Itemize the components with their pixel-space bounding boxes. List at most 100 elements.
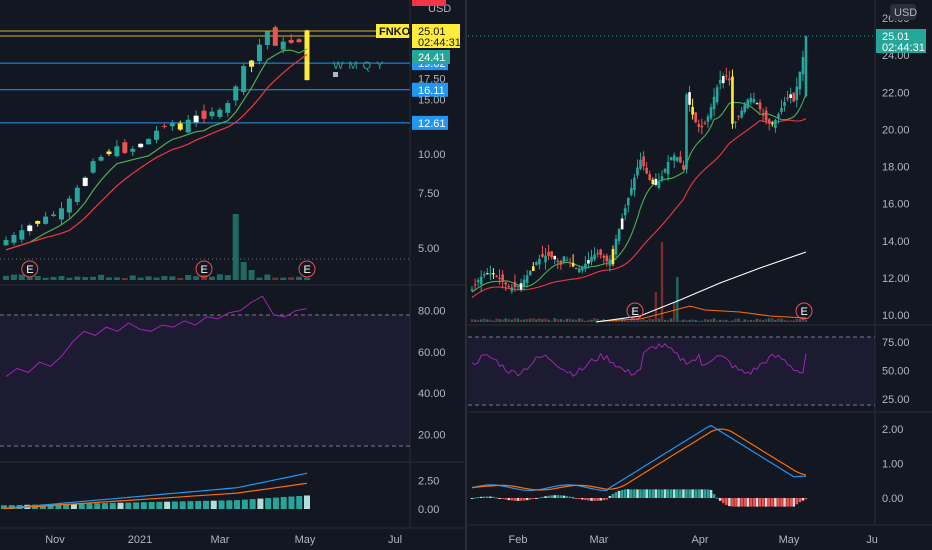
left-candles[interactable] (3, 25, 310, 246)
right-price-tick: 24.00 (882, 50, 910, 62)
macd-histogram-bar (249, 499, 256, 509)
macd-histogram-bar (786, 498, 789, 507)
macd-histogram-bar (774, 498, 777, 507)
volume-bar (10, 274, 17, 280)
macd-histogram-bar (140, 502, 147, 509)
macd-histogram-bar (623, 489, 627, 498)
volume-bar (777, 318, 780, 322)
candle-body (758, 102, 762, 110)
left-time-ticks: Nov 2021 Mar May Jul (45, 534, 402, 546)
candle-body (691, 106, 694, 115)
left-rsi-tick: 80.00 (418, 306, 446, 318)
macd-histogram-bar (731, 498, 734, 507)
candle-body (146, 138, 152, 145)
macd-histogram-bar (148, 502, 155, 509)
macd-histogram-bar (685, 489, 688, 498)
symbol-badge[interactable] (376, 24, 409, 38)
macd-histogram-bar (602, 498, 606, 501)
volume-bar (703, 318, 707, 322)
macd-histogram-bar (489, 496, 492, 498)
candle-body (525, 275, 529, 283)
candle-body (608, 259, 612, 266)
macd-histogram-bar (8, 505, 15, 509)
candle-body (654, 178, 658, 185)
macd-histogram-bar (630, 489, 633, 498)
candle-body (577, 268, 581, 273)
candle-body (725, 75, 728, 77)
candle-body (201, 110, 207, 119)
macd-histogram-bar (547, 495, 550, 498)
candle-body (718, 79, 722, 84)
macd-histogram-bar (544, 496, 547, 498)
right-price-tick: 18.00 (882, 162, 910, 174)
macd-histogram-bar (715, 497, 719, 499)
volume-bar (691, 319, 694, 322)
volume-bar (682, 319, 685, 322)
right-time-tick: Feb (509, 534, 528, 546)
macd-histogram-bar (203, 500, 209, 509)
volume-bar (752, 320, 756, 322)
timeframe-legend[interactable]: W M Q Y (333, 60, 384, 72)
macd-histogram-bar (611, 493, 615, 498)
left-last-price-badge (412, 24, 460, 48)
volume-bar (614, 320, 618, 322)
volume-bar (185, 274, 192, 280)
volume-bar (562, 319, 566, 322)
timeframe-indicator-icon (333, 72, 338, 77)
volume-bar (153, 277, 160, 280)
macd-histogram-bar (752, 498, 756, 507)
candle-body (605, 255, 609, 262)
macd-histogram-bar (605, 498, 609, 500)
volume-bar (473, 319, 477, 322)
macd-histogram-bar (639, 489, 642, 498)
volume-bar (501, 319, 504, 322)
volume-bar (532, 318, 535, 322)
macd-histogram-bar (764, 498, 768, 507)
candle-body (737, 116, 740, 118)
candle-body (553, 255, 557, 260)
candle-body (666, 162, 670, 175)
macd-histogram-bar (55, 504, 62, 509)
volume-bar (489, 319, 492, 322)
candle-body (51, 214, 57, 216)
macd-histogram-bar (272, 497, 279, 509)
right-macd (470, 424, 808, 507)
macd-histogram-bar (507, 498, 511, 501)
macd-line (3, 472, 308, 509)
volume-bar (296, 276, 303, 280)
candle-body (587, 260, 590, 264)
macd-histogram-bar (241, 499, 248, 509)
right-time-tick: May (779, 534, 800, 546)
right-currency-badge[interactable] (890, 4, 916, 20)
candle-body (663, 168, 667, 173)
volume-bar (525, 318, 529, 322)
macd-histogram-bar (608, 495, 612, 498)
candle-body (550, 251, 553, 258)
volume-bar (208, 276, 215, 280)
volume-bar (495, 318, 498, 322)
right-rsi-tick: 25.00 (882, 394, 910, 406)
volume-bar (66, 277, 73, 280)
candle-body (602, 255, 606, 258)
macd-histogram-bar (740, 498, 743, 507)
right-chart-panel[interactable]: EE 26.0024.0022.0020.0018.0016.0014.0012… (468, 0, 932, 546)
left-price-tick: 7.50 (418, 188, 439, 200)
macd-histogram-bar (78, 503, 85, 509)
macd-histogram-bar (288, 496, 295, 509)
candle-body (138, 143, 144, 148)
candle-body (746, 99, 750, 109)
left-time-tick: May (295, 534, 316, 546)
macd-histogram-bar (633, 489, 636, 498)
macd-histogram-bar (777, 498, 780, 507)
macd-histogram-bar (510, 498, 514, 501)
candle-body (752, 99, 756, 103)
volume-bar (288, 277, 295, 280)
macd-histogram-bar (39, 504, 46, 509)
candle-body (233, 86, 239, 101)
right-candles[interactable] (470, 35, 808, 294)
macd-histogram-bar (565, 496, 569, 498)
